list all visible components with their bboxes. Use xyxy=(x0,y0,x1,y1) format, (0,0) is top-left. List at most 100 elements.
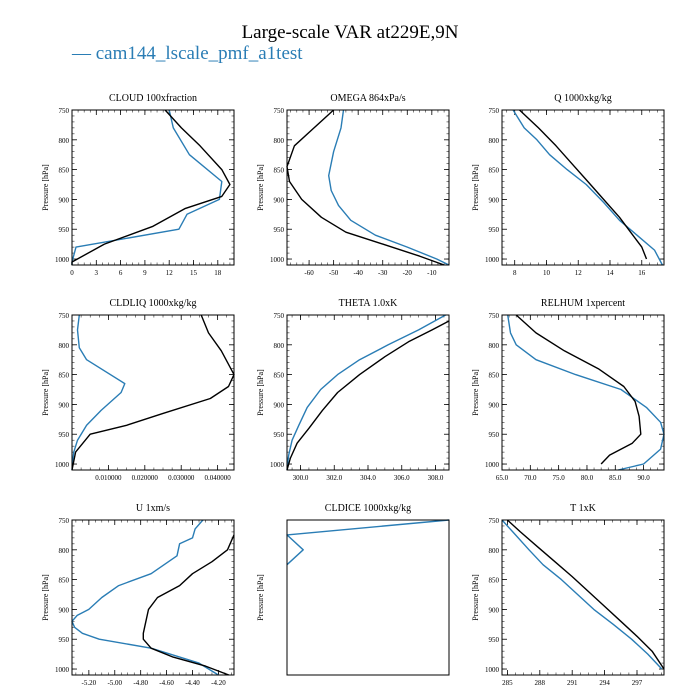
x-tick-label: 75.0 xyxy=(553,474,566,482)
test-series-line xyxy=(512,109,664,266)
y-tick-label: 1000 xyxy=(485,666,500,674)
x-tick-label: -4.20 xyxy=(211,679,226,687)
x-tick-label: 8 xyxy=(513,269,517,277)
y-tick-label: 750 xyxy=(59,312,70,320)
x-tick-label: -4.40 xyxy=(185,679,200,687)
plot-frame xyxy=(286,314,450,471)
y-tick-label: 900 xyxy=(59,196,70,204)
x-tick-label: 18 xyxy=(214,269,222,277)
y-tick-label: 850 xyxy=(489,167,500,175)
test-series-line xyxy=(507,314,665,471)
y-axis-label: Pressure [hPa] xyxy=(256,369,265,416)
x-tick-label: 302.0 xyxy=(326,474,342,482)
y-axis-label: Pressure [hPa] xyxy=(41,164,50,211)
panel-title: CLOUD 100xfraction xyxy=(109,93,197,104)
x-tick-label: -20 xyxy=(403,269,413,277)
x-tick-label: 65.0 xyxy=(496,474,509,482)
y-tick-label: 850 xyxy=(59,577,70,585)
x-tick-label: 0.020000 xyxy=(132,474,159,482)
control-series-line xyxy=(506,519,665,670)
test-series-line xyxy=(71,519,219,676)
plot-frame xyxy=(71,109,235,266)
control-series-line xyxy=(519,109,648,260)
x-tick-label: 10 xyxy=(543,269,551,277)
x-tick-label: 85.0 xyxy=(609,474,622,482)
plot-frame xyxy=(71,314,235,471)
panel-title: CLDLIQ 1000xkg/kg xyxy=(110,298,197,309)
x-tick-label: 304.0 xyxy=(360,474,376,482)
y-tick-label: 850 xyxy=(489,372,500,380)
y-tick-label: 900 xyxy=(489,196,500,204)
x-tick-label: 308.0 xyxy=(428,474,444,482)
y-tick-label: 900 xyxy=(59,606,70,614)
y-tick-label: 850 xyxy=(489,577,500,585)
x-tick-label: 297 xyxy=(632,679,643,687)
x-tick-label: 80.0 xyxy=(581,474,594,482)
x-tick-label: 70.0 xyxy=(524,474,537,482)
panel-title: RELHUM 1xpercent xyxy=(541,298,625,309)
legend-line-symbol: — xyxy=(72,43,91,64)
y-tick-label: 800 xyxy=(59,137,70,145)
x-tick-label: 14 xyxy=(607,269,615,277)
x-tick-label: 15 xyxy=(190,269,198,277)
panel-title: Q 1000xkg/kg xyxy=(554,93,612,104)
y-tick-label: 850 xyxy=(59,372,70,380)
plot-frame xyxy=(501,519,665,676)
x-tick-label: 294 xyxy=(599,679,610,687)
plot-frame xyxy=(71,519,235,676)
control-series-line xyxy=(286,109,445,266)
test-series-line xyxy=(71,314,126,471)
y-tick-label: 800 xyxy=(489,137,500,145)
y-tick-label: 750 xyxy=(489,107,500,115)
y-tick-label: 950 xyxy=(489,636,500,644)
test-series-line xyxy=(286,519,450,566)
control-series-line xyxy=(71,314,235,471)
x-tick-label: 291 xyxy=(567,679,578,687)
x-tick-label: 12 xyxy=(166,269,174,277)
y-tick-label: 850 xyxy=(59,167,70,175)
y-axis-label: Pressure [hPa] xyxy=(471,164,480,211)
x-tick-label: 0.040000 xyxy=(204,474,231,482)
test-series-line xyxy=(286,314,446,471)
x-tick-label: 0.010000 xyxy=(95,474,122,482)
y-tick-label: 800 xyxy=(59,342,70,350)
plot-frame xyxy=(501,109,665,266)
y-tick-label: 1000 xyxy=(55,666,70,674)
x-tick-label: 9 xyxy=(143,269,147,277)
y-tick-label: 750 xyxy=(274,107,285,115)
x-tick-label: 12 xyxy=(575,269,583,277)
y-tick-label: 950 xyxy=(59,431,70,439)
y-tick-label: 750 xyxy=(489,312,500,320)
x-tick-label: 300.0 xyxy=(293,474,309,482)
y-tick-label: 800 xyxy=(489,547,500,555)
x-tick-label: -5.20 xyxy=(82,679,97,687)
x-tick-label: -5.00 xyxy=(107,679,122,687)
y-tick-label: 950 xyxy=(59,226,70,234)
y-axis-label: Pressure [hPa] xyxy=(41,574,50,621)
test-series-line xyxy=(328,109,450,266)
x-tick-label: -40 xyxy=(354,269,364,277)
x-tick-label: -10 xyxy=(427,269,437,277)
x-tick-label: 6 xyxy=(119,269,123,277)
y-tick-label: 900 xyxy=(489,606,500,614)
control-series-line xyxy=(142,534,235,676)
test-series-line xyxy=(501,519,663,670)
y-axis-label: Pressure [hPa] xyxy=(471,574,480,621)
x-tick-label: 3 xyxy=(95,269,99,277)
y-tick-label: 900 xyxy=(489,401,500,409)
plot-frame xyxy=(286,519,450,676)
y-tick-label: 1000 xyxy=(485,256,500,264)
panel-title: U 1xm/s xyxy=(136,503,170,514)
y-axis-label: Pressure [hPa] xyxy=(471,369,480,416)
y-tick-label: 750 xyxy=(59,517,70,525)
y-tick-label: 1000 xyxy=(270,461,285,469)
x-tick-label: -4.80 xyxy=(133,679,148,687)
y-tick-label: 850 xyxy=(274,167,285,175)
y-tick-label: 1000 xyxy=(270,256,285,264)
y-tick-label: 800 xyxy=(59,547,70,555)
x-tick-label: -30 xyxy=(378,269,388,277)
y-tick-label: 950 xyxy=(489,431,500,439)
x-tick-label: -4.60 xyxy=(159,679,174,687)
plot-frame xyxy=(286,109,450,266)
